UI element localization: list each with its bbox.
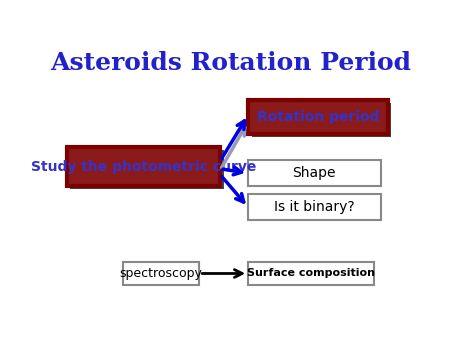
- FancyBboxPatch shape: [252, 103, 391, 137]
- Text: Shape: Shape: [292, 166, 336, 180]
- Text: Is it binary?: Is it binary?: [274, 200, 355, 214]
- FancyBboxPatch shape: [248, 194, 381, 220]
- FancyBboxPatch shape: [248, 100, 387, 134]
- Text: Surface composition: Surface composition: [247, 268, 375, 279]
- FancyBboxPatch shape: [122, 262, 199, 285]
- Text: Study the photometric curve: Study the photometric curve: [31, 160, 256, 174]
- FancyBboxPatch shape: [70, 150, 224, 189]
- FancyBboxPatch shape: [67, 147, 220, 186]
- FancyBboxPatch shape: [248, 160, 381, 186]
- Text: spectroscopy: spectroscopy: [119, 267, 202, 280]
- Text: Asteroids Rotation Period: Asteroids Rotation Period: [50, 51, 411, 75]
- Text: Rotation period: Rotation period: [256, 110, 379, 124]
- FancyBboxPatch shape: [248, 262, 374, 285]
